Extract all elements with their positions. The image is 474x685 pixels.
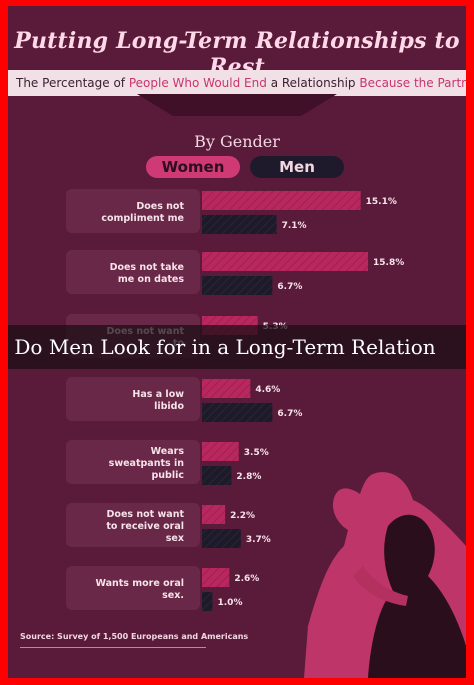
bar-men [202,276,273,295]
subtitle-bar: The Percentage of People Who Would End a… [8,70,466,96]
bar-women [202,191,361,210]
category-label: libido [154,401,184,412]
value-label-men: 2.8% [236,472,261,482]
page-title: Putting Long-Term Relationships to Rest [14,28,460,80]
bar-men [202,403,273,422]
bar-men [202,529,241,548]
category-box [66,189,200,233]
subtitle-part-1: The Percentage of [16,76,126,90]
category-label: Has a low [132,389,184,400]
section-title: By Gender [194,132,280,151]
bar-women [202,252,368,271]
category-box [66,377,200,421]
category-label: Does not take [110,262,184,273]
value-label-men: 6.7% [277,282,302,292]
value-label-women: 2.2% [230,511,255,521]
category-label: Wants more oral [95,578,184,589]
bar-men [202,592,213,611]
value-label-men: 7.1% [282,221,307,231]
overlay-caption: t Do Men Look for in a Long-Term Relatio… [8,325,466,369]
category-label: Wears [151,446,185,457]
subtitle-ribbon [137,94,337,116]
bar-men [202,215,277,234]
couple-silhouette [304,472,466,678]
source-underline [20,647,206,648]
category-label: Does not [136,201,184,212]
source-note: Source: Survey of 1,500 Europeans and Am… [20,632,249,641]
category-box [66,503,200,547]
value-label-women: 15.8% [373,258,404,268]
bar-women [202,568,230,587]
category-box [66,440,200,484]
legend-women: Women [146,156,240,178]
subtitle-part-3: a Relationship [270,76,356,90]
category-label: sex. [162,590,184,601]
bar-women [202,505,226,524]
value-label-women: 2.6% [234,574,259,584]
category-box [66,566,200,610]
bar-women [202,442,239,461]
category-label: public [151,470,184,481]
legend-men: Men [250,156,344,178]
category-label: compliment me [101,213,184,224]
category-label: to receive oral [106,521,184,532]
category-label: me on dates [118,274,184,285]
value-label-women: 4.6% [255,385,280,395]
value-label-women: 3.5% [244,448,269,458]
infographic-frame: Putting Long-Term Relationships to Rest … [8,6,466,678]
category-box [66,250,200,294]
value-label-men: 3.7% [246,535,271,545]
subtitle-part-2: People Who Would End [128,76,267,90]
value-label-women: 15.1% [366,197,397,207]
value-label-men: 6.7% [277,409,302,419]
category-label: sex [166,533,184,544]
subtitle-part-4: Because the Partner ... [359,76,466,90]
bar-men [202,466,232,485]
value-label-men: 1.0% [218,598,243,608]
category-label: Does not want [107,509,185,520]
category-label: sweatpants in [109,458,185,469]
bar-women [202,379,251,398]
